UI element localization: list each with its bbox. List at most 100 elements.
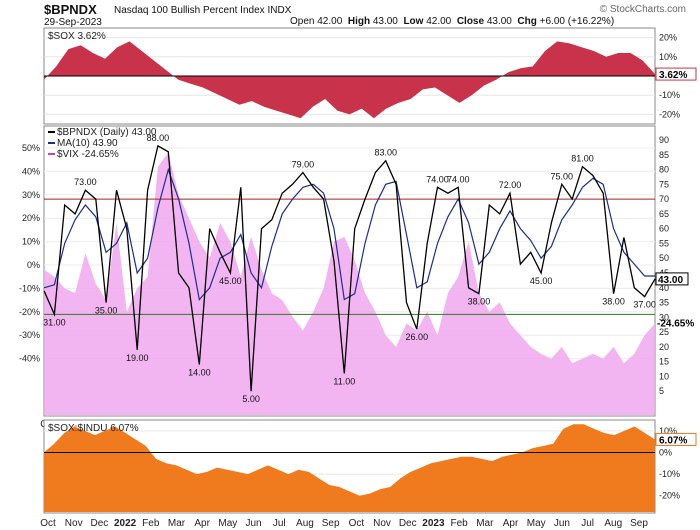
- x-axis-label-bottom: Jul: [581, 518, 594, 529]
- vix-last-value: -24.65%: [657, 319, 694, 330]
- bpndx-point-label: 45.00: [530, 276, 553, 286]
- open-value: 42.00: [317, 16, 343, 27]
- low-value: 42.00: [426, 16, 452, 27]
- exchange-label: INDX: [267, 5, 292, 16]
- vix-left-tick: -40%: [19, 354, 40, 364]
- ratio-tick-label: -20%: [659, 491, 680, 501]
- bpndx-point-label: 37.00: [633, 300, 656, 310]
- bpndx-last-value: 43.00: [658, 275, 683, 286]
- x-axis-label-bottom: May: [218, 518, 237, 529]
- bpndx-right-tick: 30: [659, 312, 669, 322]
- sox-tick-label: 10%: [659, 52, 677, 62]
- bpndx-right-tick: 25: [659, 327, 669, 337]
- bpndx-right-tick: 35: [659, 298, 669, 308]
- x-axis-label-bottom: Sep: [630, 518, 648, 529]
- x-axis-label-bottom: 2022: [114, 518, 137, 529]
- legend-entry: MA(10) 43.90: [57, 138, 118, 149]
- sox-tick-label: -20%: [659, 109, 680, 119]
- vix-left-tick: 40%: [22, 166, 40, 176]
- x-axis-label-bottom: Apr: [503, 518, 519, 529]
- sox-tick-label: -10%: [659, 90, 680, 100]
- bpndx-point-label: 26.00: [406, 332, 429, 342]
- bpndx-right-tick: 15: [659, 357, 669, 367]
- bpndx-point-label: 5.00: [242, 394, 260, 404]
- bpndx-point-label: 79.00: [292, 160, 315, 170]
- x-axis-label-bottom: Dec: [399, 518, 417, 529]
- bpndx-right-tick: 90: [659, 135, 669, 145]
- bpndx-right-tick: 20: [659, 342, 669, 352]
- bpndx-point-label: 81.00: [571, 154, 594, 164]
- bpndx-point-label: 19.00: [126, 353, 149, 363]
- legend-entry: $VIX -24.65%: [57, 149, 119, 160]
- bpndx-right-tick: 40: [659, 283, 669, 293]
- bpndx-point-label: 31.00: [43, 317, 66, 327]
- bpndx-last-value-box: [655, 272, 689, 286]
- sox-tick-label: 20%: [659, 33, 677, 43]
- high-value: 43.00: [372, 16, 398, 27]
- ratio-last-value: 6.07%: [659, 435, 687, 446]
- sox-area: [44, 41, 655, 119]
- bpndx-point-label: 45.00: [219, 276, 242, 286]
- bpndx-right-tick: 80: [659, 165, 669, 175]
- index-name: Nasdaq 100 Bullish Percent Index: [114, 5, 265, 16]
- x-axis-label-bottom: Feb: [142, 518, 160, 529]
- vix-left-tick: -20%: [19, 307, 40, 317]
- vix-left-tick: 0%: [27, 260, 40, 270]
- x-axis-label-bottom: May: [527, 518, 546, 529]
- bpndx-right-tick: 50: [659, 253, 669, 263]
- ratio-tick-label: -10%: [659, 469, 680, 479]
- close-label: Close: [456, 16, 485, 27]
- close-value: 43.00: [486, 16, 512, 27]
- x-axis-label-bottom: Oct: [40, 518, 56, 529]
- bpndx-point-label: 38.00: [602, 297, 625, 307]
- bpndx-point-label: 11.00: [333, 376, 355, 386]
- ratio-last-value-box: [655, 432, 697, 446]
- ratio-tick-label: 10%: [659, 426, 677, 436]
- chart-symbol: $BPNDX: [44, 2, 97, 17]
- sox-legend: $SOX 3.62%: [48, 31, 106, 42]
- chg-value: +6.00 (+16.22%): [539, 16, 615, 27]
- x-axis-label-bottom: Jun: [246, 518, 262, 529]
- vix-left-tick: 20%: [22, 213, 40, 223]
- x-axis-label-bottom: Jun: [554, 518, 570, 529]
- vix-left-tick: -30%: [19, 330, 40, 340]
- bpndx-point-label: 72.00: [499, 180, 522, 190]
- vix-left-tick: 10%: [22, 237, 40, 247]
- bpndx-point-label: 75.00: [551, 171, 574, 181]
- high-label: High: [347, 16, 371, 27]
- chart-date: 29-Sep-2023: [44, 17, 102, 28]
- x-axis-label-bottom: Aug: [604, 518, 622, 529]
- x-axis-label-bottom: Oct: [349, 518, 365, 529]
- x-axis-label-bottom: Nov: [373, 518, 391, 529]
- vix-left-tick: -10%: [19, 283, 40, 293]
- bpndx-point-label: 88.00: [147, 133, 170, 143]
- ratio-legend: $SOX:$INDU 6.07%: [48, 423, 139, 434]
- x-axis-label-bottom: Aug: [296, 518, 314, 529]
- bpndx-point-label: 38.00: [468, 297, 491, 307]
- bpndx-point-label: 74.00: [447, 174, 470, 184]
- bpndx-point-label: 73.00: [74, 177, 97, 187]
- ratio-tick-label: 0%: [659, 447, 672, 457]
- bpndx-right-tick: 5: [659, 386, 664, 396]
- chart-subtitle: Nasdaq 100 Bullish Percent Index INDX: [114, 5, 291, 16]
- bpndx-right-tick: 55: [659, 238, 669, 248]
- ohlc-readout: Open 42.00 High 43.00 Low 42.00 Close 43…: [290, 16, 614, 27]
- bpndx-right-tick: 70: [659, 194, 669, 204]
- x-axis-label-bottom: Mar: [168, 518, 186, 529]
- watermark: © StockCharts.com: [599, 4, 686, 15]
- bpndx-right-tick: 85: [659, 150, 669, 160]
- x-axis-label-bottom: Mar: [476, 518, 494, 529]
- vix-left-tick: 50%: [22, 143, 40, 153]
- bpndx-right-tick: 60: [659, 224, 669, 234]
- sox-last-value-box: [655, 67, 697, 81]
- low-label: Low: [403, 16, 424, 27]
- sox-last-value: 3.62%: [659, 70, 687, 81]
- legend-entry: $BPNDX (Daily) 43.00: [57, 127, 157, 138]
- ratio-area: [44, 424, 655, 512]
- x-axis-label-bottom: Jul: [273, 518, 286, 529]
- vix-left-tick: 30%: [22, 190, 40, 200]
- x-axis-label-bottom: Feb: [451, 518, 469, 529]
- bpndx-point-label: 74.00: [426, 174, 449, 184]
- x-axis-label-bottom: Nov: [65, 518, 83, 529]
